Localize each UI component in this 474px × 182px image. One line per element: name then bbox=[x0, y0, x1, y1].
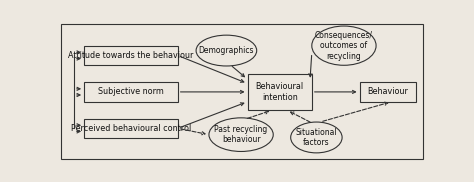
Ellipse shape bbox=[209, 118, 273, 151]
Ellipse shape bbox=[312, 26, 376, 65]
Bar bbox=[84, 82, 178, 102]
Text: Attitude towards the behaviour: Attitude towards the behaviour bbox=[68, 51, 193, 60]
Ellipse shape bbox=[196, 35, 257, 66]
Text: Past recycling
behaviour: Past recycling behaviour bbox=[214, 125, 268, 144]
Text: Demographics: Demographics bbox=[199, 46, 254, 55]
Bar bbox=[247, 74, 312, 110]
Text: Subjective norm: Subjective norm bbox=[98, 87, 164, 96]
Text: Situational
factors: Situational factors bbox=[296, 128, 337, 147]
Text: Perceived behavioural control: Perceived behavioural control bbox=[71, 124, 191, 133]
Text: Behavioural
intention: Behavioural intention bbox=[255, 82, 304, 102]
Bar bbox=[84, 118, 178, 138]
Text: Consequences/
outcomes of
recycling: Consequences/ outcomes of recycling bbox=[315, 31, 373, 61]
Bar bbox=[360, 82, 417, 102]
Ellipse shape bbox=[291, 122, 342, 153]
Bar bbox=[84, 46, 178, 65]
Text: Behaviour: Behaviour bbox=[368, 87, 409, 96]
